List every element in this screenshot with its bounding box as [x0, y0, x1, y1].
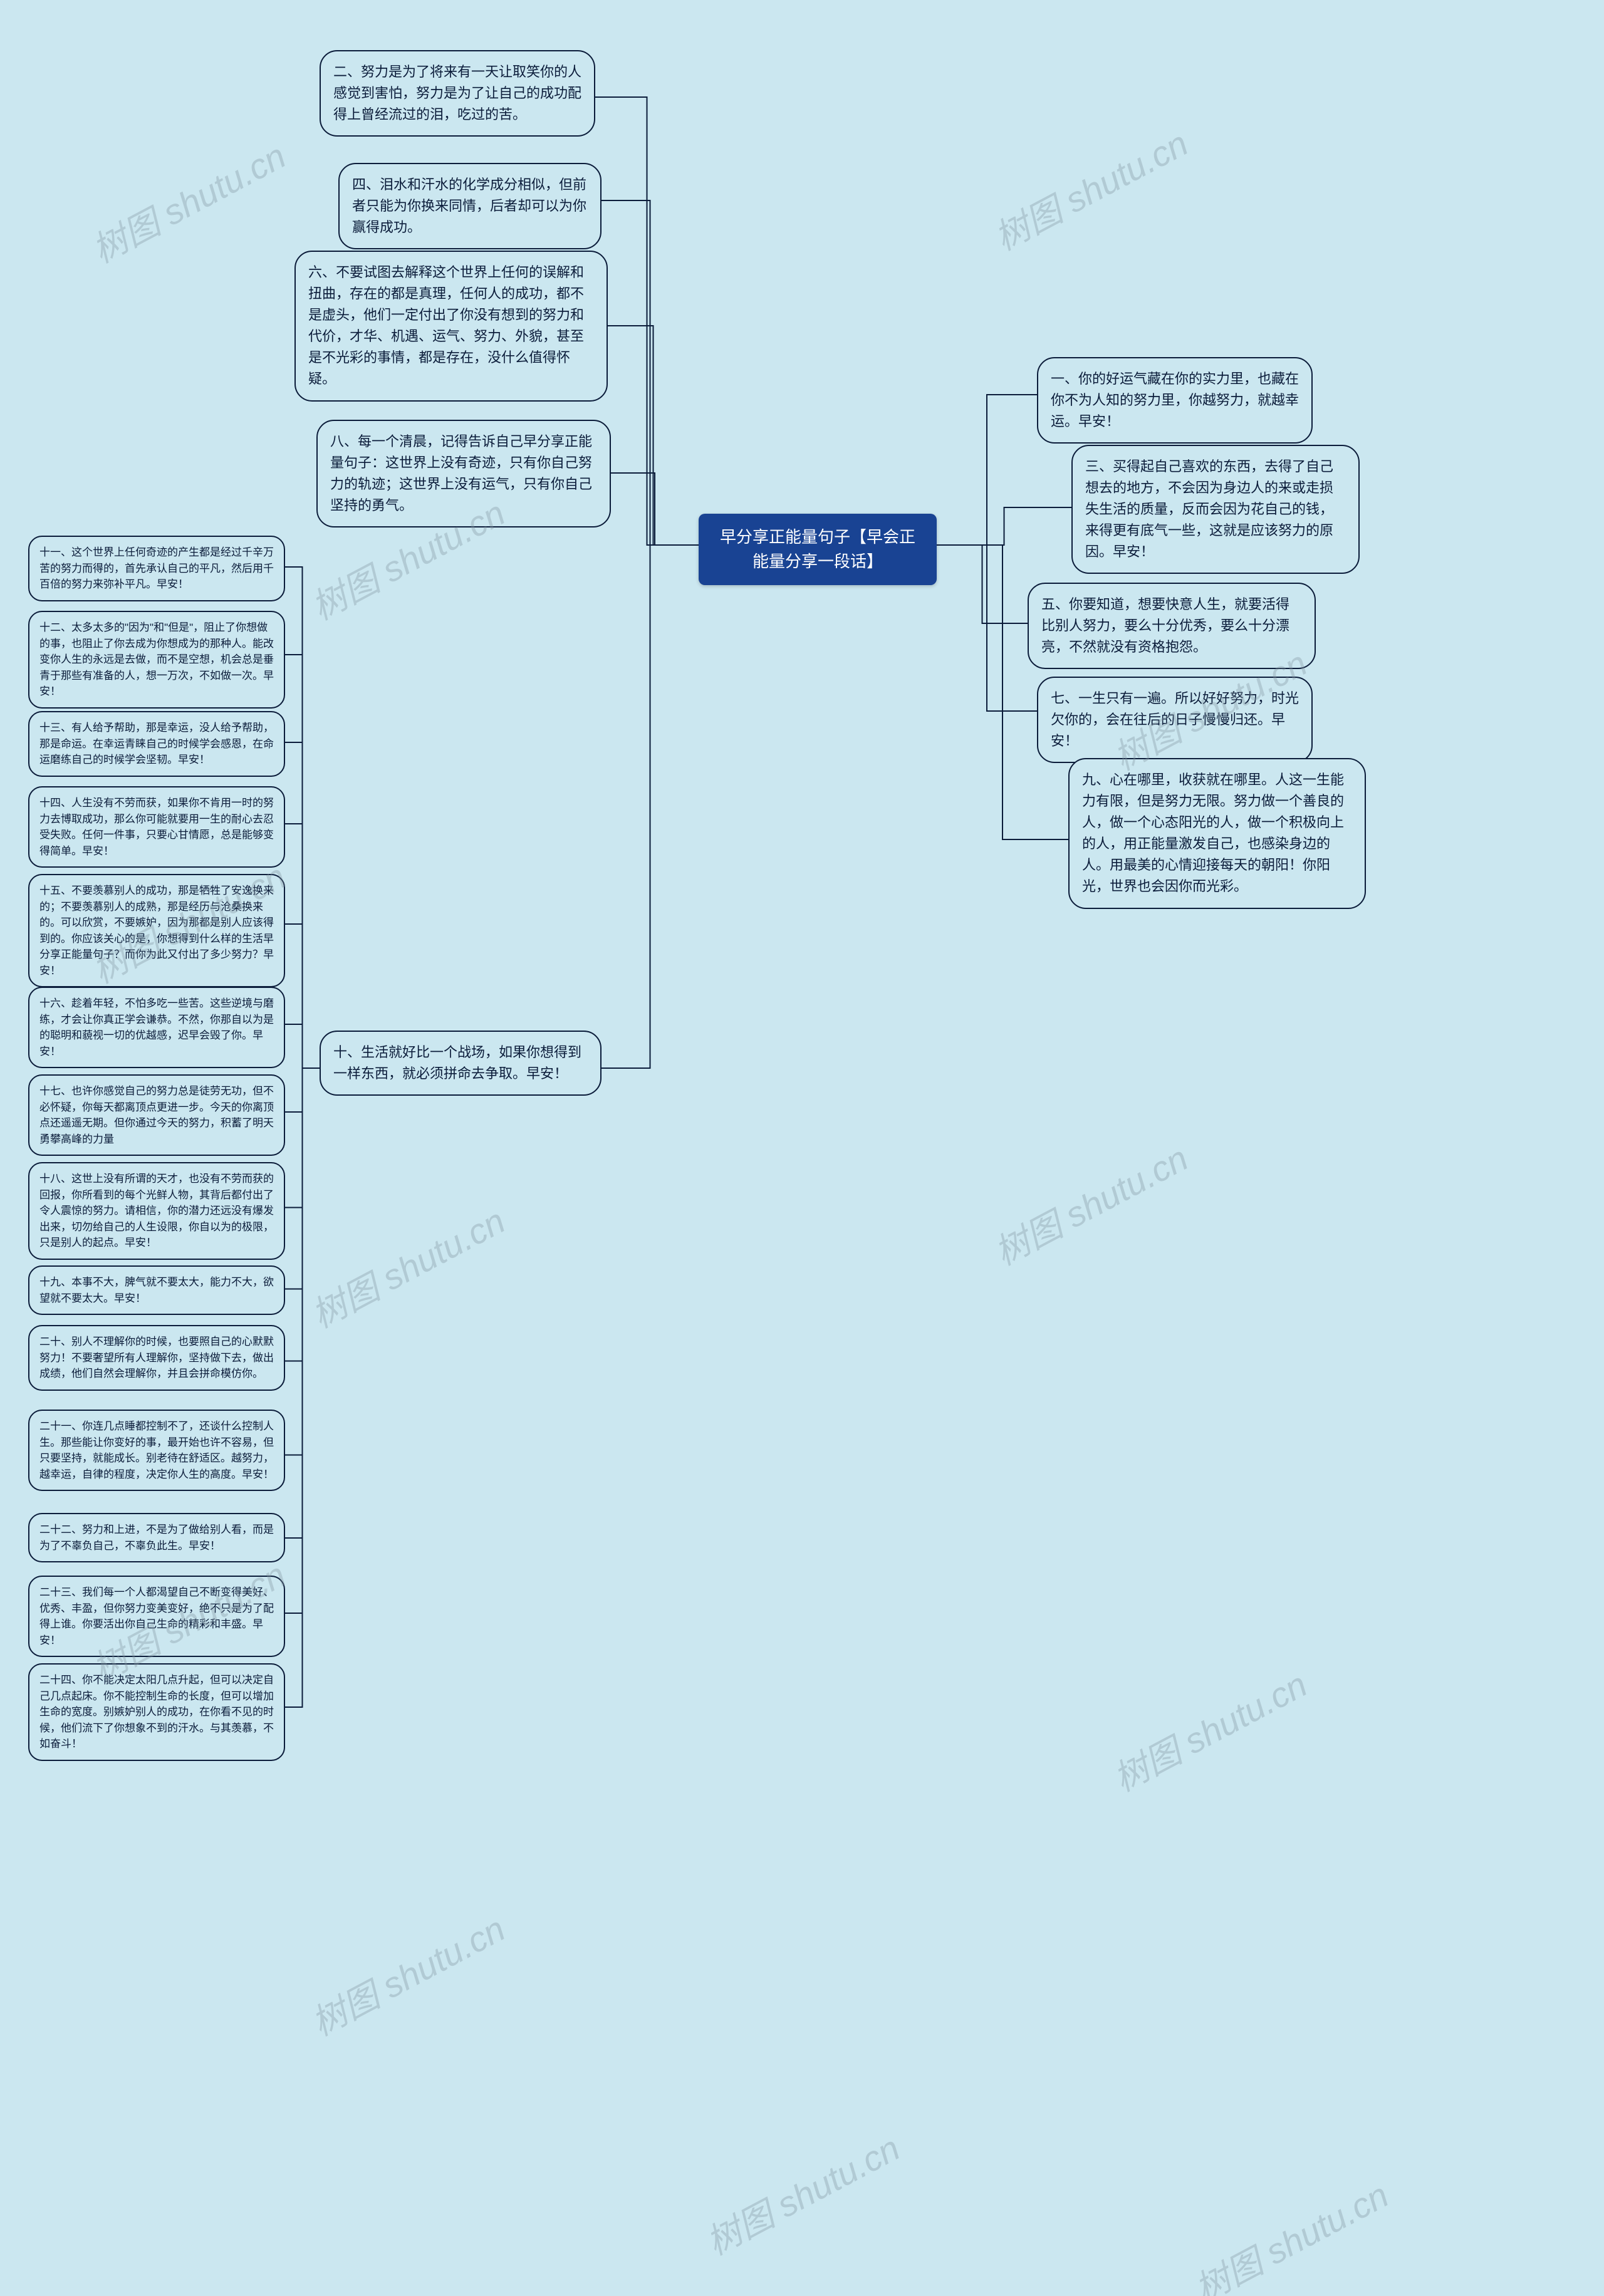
watermark: 树图 shutu.cn	[984, 1131, 1196, 1275]
left-node-5-child-10[interactable]: 二十、别人不理解你的时候，也要照自己的心默默努力！不要奢望所有人理解你，坚持做下…	[28, 1325, 285, 1391]
watermark: 树图 shutu.cn	[1185, 2168, 1397, 2296]
center-node[interactable]: 早分享正能量句子【早会正能量分享一段话】	[699, 514, 937, 585]
left-node-1[interactable]: 二、努力是为了将来有一天让取笑你的人感觉到害怕，努力是为了让自己的成功配得上曾经…	[320, 50, 595, 137]
left-node-5[interactable]: 十、生活就好比一个战场，如果你想得到一样东西，就必须拼命去争取。早安！	[320, 1031, 602, 1096]
left-node-5-child-11[interactable]: 二十一、你连几点睡都控制不了，还谈什么控制人生。那些能让你变好的事，最开始也许不…	[28, 1410, 285, 1491]
left-node-5-child-6[interactable]: 十六、趁着年轻，不怕多吃一些苦。这些逆境与磨练，才会让你真正学会谦恭。不然，你那…	[28, 987, 285, 1068]
left-node-5-child-9[interactable]: 十九、本事不大，脾气就不要太大，能力不大，欲望就不要太大。早安！	[28, 1265, 285, 1315]
left-node-5-child-2[interactable]: 十二、太多太多的"因为"和"但是"，阻止了你想做的事，也阻止了你去成为你想成为的…	[28, 611, 285, 709]
left-node-5-child-8[interactable]: 十八、这世上没有所谓的天才，也没有不劳而获的回报，你所看到的每个光鲜人物，其背后…	[28, 1162, 285, 1260]
left-node-5-child-1[interactable]: 十一、这个世界上任何奇迹的产生都是经过千辛万苦的努力而得的，首先承认自己的平凡，…	[28, 536, 285, 601]
left-node-5-child-12[interactable]: 二十二、努力和上进，不是为了做给别人看，而是为了不辜负自己，不辜负此生。早安！	[28, 1513, 285, 1562]
left-node-5-child-3[interactable]: 十三、有人给予帮助，那是幸运，没人给予帮助，那是命运。在幸运青睐自己的时候学会感…	[28, 711, 285, 777]
watermark: 树图 shutu.cn	[1103, 1657, 1315, 1802]
left-node-3[interactable]: 六、不要试图去解释这个世界上任何的误解和扭曲，存在的都是真理，任何人的成功，都不…	[294, 251, 608, 402]
watermark: 树图 shutu.cn	[301, 1193, 513, 1338]
watermark: 树图 shutu.cn	[82, 128, 294, 273]
mindmap-canvas: 早分享正能量句子【早会正能量分享一段话】 一、你的好运气藏在你的实力里，也藏在你不…	[0, 0, 1604, 2296]
left-node-5-child-7[interactable]: 十七、也许你感觉自己的努力总是徒劳无功，但不必怀疑，你每天都离顶点更进一步。今天…	[28, 1074, 285, 1156]
watermark: 树图 shutu.cn	[984, 116, 1196, 261]
left-node-5-child-4[interactable]: 十四、人生没有不劳而获，如果你不肯用一时的努力去博取成功，那么你可能就要用一生的…	[28, 786, 285, 868]
right-node-1[interactable]: 一、你的好运气藏在你的实力里，也藏在你不为人知的努力里，你越努力，就越幸运。早安…	[1037, 357, 1313, 444]
watermark: 树图 shutu.cn	[696, 2121, 908, 2265]
watermark: 树图 shutu.cn	[301, 1901, 513, 2046]
right-node-5[interactable]: 九、心在哪里，收获就在哪里。人这一生能力有限，但是努力无限。努力做一个善良的人，…	[1068, 758, 1366, 909]
left-node-5-child-14[interactable]: 二十四、你不能决定太阳几点升起，但可以决定自己几点起床。你不能控制生命的长度，但…	[28, 1663, 285, 1761]
right-node-2[interactable]: 三、买得起自己喜欢的东西，去得了自己想去的地方，不会因为身边人的来或走损失生活的…	[1071, 445, 1360, 574]
left-node-2[interactable]: 四、泪水和汗水的化学成分相似，但前者只能为你换来同情，后者却可以为你赢得成功。	[338, 163, 602, 249]
